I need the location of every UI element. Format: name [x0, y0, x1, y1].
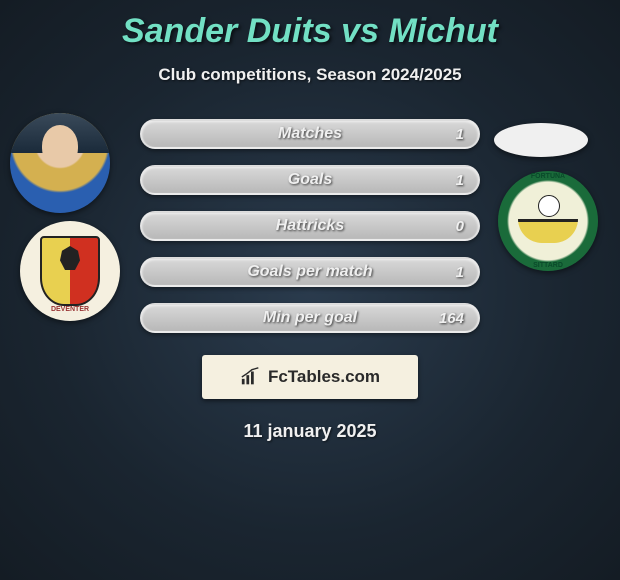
source-logo-text: FcTables.com [268, 367, 380, 387]
date-text: 11 january 2025 [0, 421, 620, 442]
club-right-label-bottom: SITTARD [498, 262, 598, 269]
player-right-club-badge: FORTUNA SITTARD [498, 171, 598, 271]
stat-label: Matches [278, 125, 342, 143]
stat-row-goals: Goals 1 [140, 165, 480, 195]
comparison-area: DEVENTER FORTUNA SITTARD Matches 1 Goals… [0, 113, 620, 343]
stat-value-right: 1 [456, 126, 464, 143]
chart-icon [240, 367, 262, 387]
source-logo: FcTables.com [202, 355, 418, 399]
stat-row-hattricks: Hattricks 0 [140, 211, 480, 241]
stat-value-right: 1 [456, 264, 464, 281]
stat-value-right: 164 [439, 310, 464, 327]
wave-icon [518, 219, 578, 243]
page-title: Sander Duits vs Michut [0, 0, 620, 51]
stat-label: Min per goal [263, 309, 357, 327]
ball-icon [538, 195, 560, 217]
club-right-label-top: FORTUNA [498, 173, 598, 180]
stats-bars: Matches 1 Goals 1 Hattricks 0 Goals per … [140, 119, 480, 349]
player-left-avatar [10, 113, 110, 213]
club-left-shield-icon [40, 236, 100, 306]
stat-value-right: 0 [456, 218, 464, 235]
subtitle: Club competitions, Season 2024/2025 [0, 65, 620, 85]
club-left-label: DEVENTER [20, 306, 120, 313]
stat-row-goals-per-match: Goals per match 1 [140, 257, 480, 287]
stat-label: Hattricks [276, 217, 344, 235]
player-right-avatar [494, 123, 588, 157]
player-left-club-badge: DEVENTER [20, 221, 120, 321]
stat-label: Goals per match [247, 263, 372, 281]
club-right-logo-icon [518, 191, 578, 251]
stat-value-right: 1 [456, 172, 464, 189]
stat-row-min-per-goal: Min per goal 164 [140, 303, 480, 333]
stat-label: Goals [288, 171, 332, 189]
stat-row-matches: Matches 1 [140, 119, 480, 149]
